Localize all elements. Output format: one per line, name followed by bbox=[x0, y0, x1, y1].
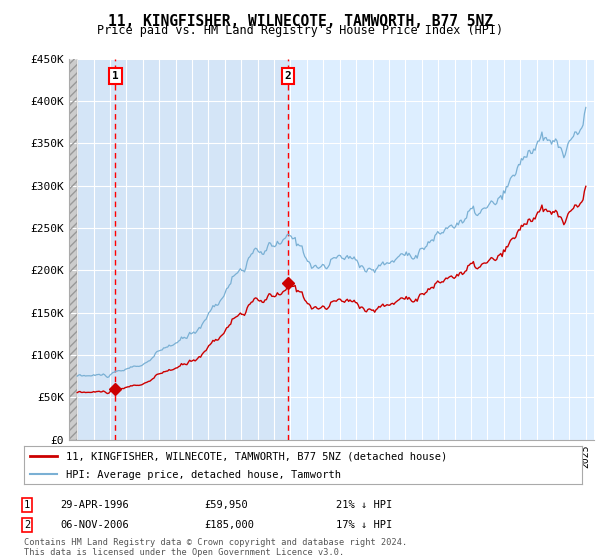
Bar bbox=[77, 59, 290, 440]
Bar bbox=[69, 59, 77, 440]
Text: 17% ↓ HPI: 17% ↓ HPI bbox=[336, 520, 392, 530]
Text: HPI: Average price, detached house, Tamworth: HPI: Average price, detached house, Tamw… bbox=[66, 470, 341, 480]
Text: 1: 1 bbox=[112, 71, 119, 81]
Text: Price paid vs. HM Land Registry's House Price Index (HPI): Price paid vs. HM Land Registry's House … bbox=[97, 24, 503, 37]
Text: 21% ↓ HPI: 21% ↓ HPI bbox=[336, 500, 392, 510]
Text: £185,000: £185,000 bbox=[204, 520, 254, 530]
Text: Contains HM Land Registry data © Crown copyright and database right 2024.
This d: Contains HM Land Registry data © Crown c… bbox=[24, 538, 407, 557]
Text: 06-NOV-2006: 06-NOV-2006 bbox=[60, 520, 129, 530]
Text: 2: 2 bbox=[284, 71, 292, 81]
Text: 29-APR-1996: 29-APR-1996 bbox=[60, 500, 129, 510]
Text: 2: 2 bbox=[24, 520, 30, 530]
Text: £59,950: £59,950 bbox=[204, 500, 248, 510]
Text: 11, KINGFISHER, WILNECOTE, TAMWORTH, B77 5NZ: 11, KINGFISHER, WILNECOTE, TAMWORTH, B77… bbox=[107, 14, 493, 29]
Bar bbox=[69, 59, 77, 440]
Text: 11, KINGFISHER, WILNECOTE, TAMWORTH, B77 5NZ (detached house): 11, KINGFISHER, WILNECOTE, TAMWORTH, B77… bbox=[66, 452, 447, 462]
Text: 1: 1 bbox=[24, 500, 30, 510]
